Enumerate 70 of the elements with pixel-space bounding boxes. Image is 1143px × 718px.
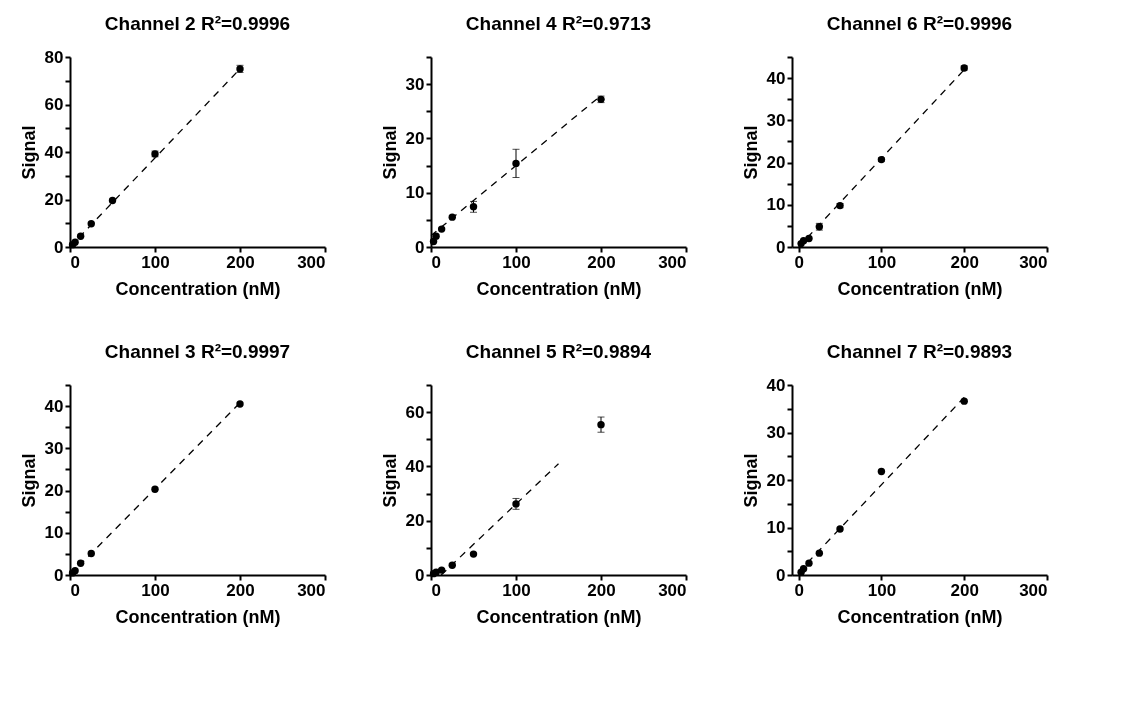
x-tick-label: 100 [502, 580, 531, 600]
x-tick-label: 300 [297, 580, 326, 600]
y-tick-label: 40 [766, 375, 786, 395]
x-tick-label: 200 [587, 580, 616, 600]
y-tick-label: 40 [766, 68, 786, 88]
y-tick-label: 30 [766, 423, 786, 442]
x-tick-label: 100 [141, 580, 170, 600]
y-tick-label: 0 [54, 237, 64, 257]
y-tick-label: 10 [766, 195, 786, 215]
x-axis-title: Concentration (nM) [837, 278, 1003, 299]
x-tick-label: 300 [658, 580, 687, 600]
y-tick-label: 20 [766, 153, 786, 173]
x-tick-label: 300 [658, 252, 687, 272]
x-axis-title: Concentration (nM) [476, 278, 642, 299]
chart-title: Channel 3 R²=0.9997 [104, 341, 291, 362]
x-tick-label: 200 [950, 252, 979, 272]
y-tick-label: 40 [44, 142, 64, 162]
x-tick-label: 300 [1019, 252, 1048, 272]
x-tick-label: 0 [431, 580, 441, 600]
y-axis-title: Signal [18, 125, 39, 180]
y-tick-label: 20 [405, 511, 425, 531]
x-tick-label: 300 [297, 252, 326, 272]
y-tick-label: 40 [44, 396, 64, 416]
y-tick-label: 20 [766, 470, 786, 490]
chart-title: Channel 7 R²=0.9893 [826, 341, 1013, 362]
x-tick-label: 0 [794, 580, 804, 600]
y-tick-label: 40 [405, 456, 425, 476]
y-tick-label: 0 [415, 565, 425, 585]
chart-title: Channel 5 R²=0.9894 [465, 341, 652, 362]
x-axis-title: Concentration (nM) [837, 606, 1003, 627]
chart-title: Channel 2 R²=0.9996 [104, 13, 291, 34]
x-tick-label: 0 [431, 252, 441, 272]
y-tick-label: 20 [44, 481, 64, 501]
y-tick-label: 10 [44, 523, 64, 543]
x-tick-label: 100 [141, 252, 170, 272]
chart-title: Channel 6 R²=0.9996 [826, 13, 1013, 34]
x-tick-label: 200 [226, 580, 255, 600]
y-tick-label: 0 [776, 565, 786, 585]
y-tick-label: 30 [44, 438, 64, 458]
x-tick-label: 100 [867, 580, 897, 600]
chart-title: Channel 4 R²=0.9713 [465, 13, 652, 34]
y-tick-label: 80 [44, 47, 64, 67]
x-tick-label: 200 [226, 252, 255, 272]
x-tick-label: 300 [1019, 580, 1048, 600]
y-tick-label: 0 [54, 565, 64, 585]
y-axis-title: Signal [379, 125, 400, 180]
y-tick-label: 0 [415, 237, 425, 257]
y-tick-label: 10 [766, 518, 786, 537]
y-tick-label: 10 [405, 183, 425, 203]
x-tick-label: 200 [587, 252, 616, 272]
x-tick-label: 100 [502, 252, 531, 272]
x-tick-label: 200 [950, 580, 979, 600]
y-tick-label: 0 [776, 237, 786, 257]
x-tick-label: 0 [70, 580, 80, 600]
x-axis-title: Concentration (nM) [115, 278, 281, 299]
y-tick-label: 30 [766, 110, 786, 130]
y-axis-title: Signal [379, 453, 400, 508]
y-tick-label: 20 [405, 128, 425, 148]
y-axis-title: Signal [740, 125, 761, 180]
y-tick-label: 60 [405, 402, 425, 422]
x-axis-title: Concentration (nM) [115, 606, 281, 627]
y-axis-title: Signal [18, 453, 39, 508]
y-axis-title: Signal [740, 453, 761, 508]
x-tick-label: 100 [867, 252, 897, 272]
x-axis-title: Concentration (nM) [476, 606, 642, 627]
x-tick-label: 0 [70, 252, 80, 272]
x-tick-label: 0 [794, 252, 804, 272]
y-tick-label: 60 [44, 95, 64, 114]
y-tick-label: 30 [405, 74, 425, 94]
y-tick-label: 20 [44, 190, 64, 209]
